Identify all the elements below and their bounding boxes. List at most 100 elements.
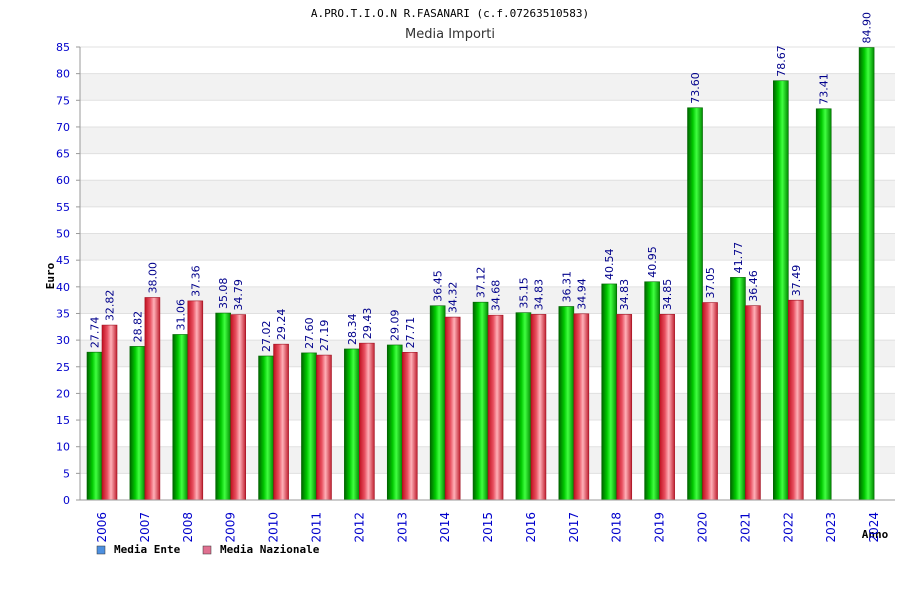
- x-tick-label: 2022: [781, 512, 795, 543]
- y-tick-label: 30: [56, 334, 70, 347]
- y-tick-label: 75: [56, 94, 70, 107]
- data-label: 34.83: [532, 279, 545, 311]
- bar-media-nazionale-2019: [659, 313, 675, 501]
- bar-media-ente-2017: [558, 306, 575, 501]
- bar-media-nazionale-2020: [702, 302, 718, 501]
- y-tick-label: 35: [56, 307, 70, 320]
- data-label: 29.43: [361, 308, 374, 340]
- bar-media-nazionale-2007: [144, 297, 161, 501]
- bar-media-ente-2008: [172, 334, 189, 501]
- x-tick-label: 2010: [267, 512, 281, 543]
- data-label: 37.05: [704, 267, 717, 299]
- y-tick-label: 5: [63, 467, 70, 480]
- data-label: 27.74: [89, 317, 102, 349]
- bar-media-nazionale-2013: [401, 352, 418, 501]
- x-tick-label: 2015: [481, 512, 495, 543]
- bar-media-nazionale-2008: [187, 300, 204, 501]
- data-label: 36.46: [747, 270, 760, 302]
- y-tick-label: 50: [56, 228, 70, 241]
- y-tick-label: 85: [56, 41, 70, 54]
- data-label: 27.71: [404, 317, 417, 349]
- bar-media-ente-2020: [687, 107, 703, 501]
- bar-media-ente-2012: [344, 348, 360, 501]
- y-tick-label: 15: [56, 414, 70, 427]
- y-axis-label: Euro: [44, 262, 57, 289]
- y-tick-label: 0: [63, 494, 70, 507]
- bar-media-ente-2009: [215, 312, 231, 501]
- data-label: 34.85: [661, 279, 674, 311]
- x-tick-label: 2013: [395, 512, 409, 543]
- data-label: 40.95: [646, 246, 659, 278]
- data-label: 41.77: [732, 242, 745, 274]
- x-tick-label: 2006: [95, 512, 109, 543]
- data-label: 34.83: [618, 279, 631, 311]
- bar-media-nazionale-2014: [444, 316, 461, 501]
- data-label: 29.09: [389, 309, 402, 341]
- y-tick-label: 20: [56, 387, 70, 400]
- x-tick-label: 2018: [610, 512, 624, 543]
- legend-swatch-media-nazionale: [202, 545, 212, 555]
- x-tick-label: 2012: [352, 512, 366, 543]
- data-label: 73.60: [689, 72, 702, 104]
- data-label: 84.90: [861, 12, 874, 44]
- x-axis-ticks: 2006 2007 2008 2009 2010 2011 2012 2013 2014 2015…: [95, 512, 881, 543]
- data-label: 78.67: [775, 45, 788, 77]
- bar-media-ente-2013: [386, 344, 403, 501]
- bars: [86, 47, 875, 501]
- data-label: 28.82: [131, 311, 144, 343]
- bar-media-nazionale-2016: [530, 314, 547, 501]
- grid-band: [80, 100, 895, 127]
- x-tick-label: 2017: [567, 512, 581, 543]
- data-label: 36.31: [560, 271, 573, 303]
- chart-subtitle: Media Importi: [405, 27, 495, 42]
- bar-media-nazionale-2006: [101, 324, 118, 501]
- bar-media-ente-2011: [301, 352, 317, 501]
- bar-media-ente-2014: [429, 305, 446, 501]
- bar-media-ente-2016: [515, 312, 532, 501]
- data-label: 36.45: [432, 270, 445, 302]
- legend-swatch-media-ente: [96, 545, 106, 555]
- bar-media-nazionale-2009: [230, 314, 246, 501]
- y-axis-ticks: 0 5 10 15 20 25 30 35 40 45 50 55 60 65 70 75 80 85: [56, 41, 80, 507]
- x-tick-label: 2008: [181, 512, 195, 543]
- grid-band: [80, 153, 895, 181]
- bar-media-nazionale-2018: [616, 314, 633, 501]
- x-tick-label: 2007: [138, 512, 152, 543]
- y-tick-label: 80: [56, 68, 70, 81]
- legend-label-media-ente: Media Ente: [114, 543, 181, 556]
- y-tick-label: 55: [56, 201, 70, 214]
- legend: Media Ente Media Nazionale: [96, 543, 320, 556]
- data-label: 27.02: [260, 320, 273, 352]
- data-label: 34.32: [447, 282, 460, 314]
- x-axis-label: Anno: [862, 528, 889, 541]
- bar-media-ente-2018: [601, 283, 618, 501]
- chart-title: A.PRO.T.I.O.N R.FASANARI (c.f.0726351058…: [311, 7, 589, 20]
- bar-media-nazionale-2010: [273, 343, 289, 501]
- grid-band: [80, 233, 895, 261]
- y-tick-label: 70: [56, 121, 70, 134]
- data-label: 40.54: [603, 248, 616, 280]
- bar-media-ente-2023: [815, 108, 832, 501]
- bar-media-nazionale-2017: [573, 313, 590, 501]
- data-label: 31.06: [174, 299, 187, 331]
- grid-band: [80, 260, 895, 287]
- bar-media-ente-2007: [129, 346, 146, 501]
- bar-media-ente-2006: [86, 351, 103, 501]
- data-label: 28.34: [346, 313, 359, 345]
- data-label: 73.41: [818, 73, 831, 105]
- bar-media-nazionale-2012: [359, 342, 375, 501]
- data-label: 37.49: [790, 265, 803, 297]
- data-label: 38.00: [146, 262, 159, 294]
- x-tick-label: 2024: [867, 512, 881, 543]
- x-tick-label: 2016: [524, 512, 538, 543]
- data-label: 35.15: [517, 277, 530, 309]
- bar-media-nazionale-2021: [745, 305, 761, 501]
- bar-media-ente-2022: [773, 80, 789, 501]
- bar-media-ente-2010: [258, 355, 274, 501]
- data-label: 34.79: [232, 279, 245, 311]
- x-tick-label: 2009: [224, 512, 238, 543]
- data-label: 29.24: [275, 309, 288, 341]
- x-tick-label: 2011: [309, 512, 323, 543]
- bar-media-ente-2015: [472, 301, 489, 501]
